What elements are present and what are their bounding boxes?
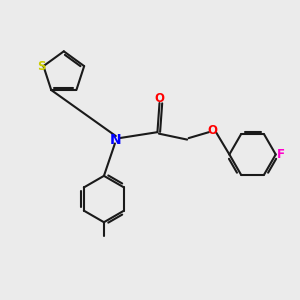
Text: S: S [37, 60, 45, 73]
Text: N: N [110, 133, 122, 147]
Text: O: O [207, 124, 218, 137]
Text: F: F [277, 148, 285, 161]
Text: O: O [154, 92, 164, 105]
